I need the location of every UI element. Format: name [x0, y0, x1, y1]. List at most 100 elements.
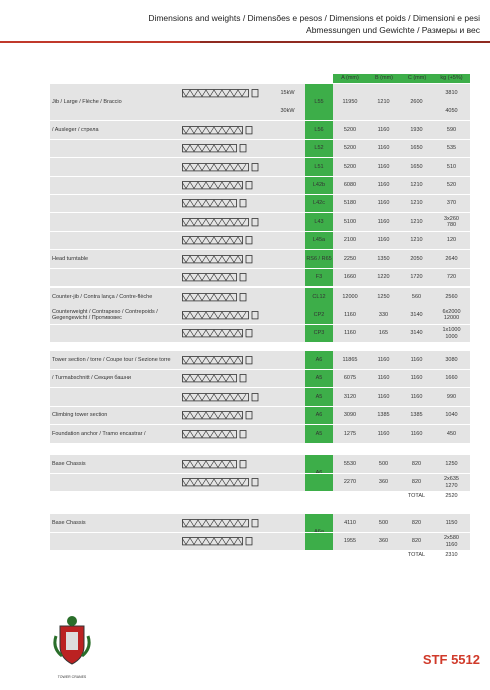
- row-label: Tower section / torre / Coupe tour / Sez…: [52, 357, 171, 364]
- cell-a: 11950: [342, 99, 358, 106]
- diagram: [182, 217, 259, 227]
- cell-line: 780: [446, 221, 457, 228]
- cell-line: 2560: [445, 294, 458, 301]
- diagram: [182, 356, 253, 365]
- cell-c: 1160: [410, 375, 423, 382]
- cell-a: 12000: [342, 294, 358, 301]
- cell-c: 1650: [410, 163, 423, 170]
- code-cell: A6: [305, 455, 333, 492]
- cell-a: 5100: [343, 218, 357, 225]
- cell-b: 165: [378, 330, 389, 337]
- cell-b: 1160: [377, 430, 390, 437]
- cell-c: 1385: [410, 412, 423, 419]
- diagram: [182, 374, 247, 383]
- cell-c: 1160: [410, 357, 423, 364]
- row-divider: [50, 267, 470, 269]
- row-label: Base Chassis: [52, 461, 86, 468]
- diagram: [182, 519, 259, 528]
- cell-kg: 1x1000 1000: [433, 324, 470, 342]
- group-band: [50, 306, 470, 343]
- cell-a: 11865: [342, 357, 358, 364]
- code-cell: A5: [315, 375, 323, 382]
- cell-line: 2x580: [444, 535, 459, 542]
- code-cell: A6a: [305, 514, 333, 551]
- row-divider: [50, 442, 470, 443]
- row-divider: [50, 157, 470, 158]
- cell-kg: 535: [433, 139, 470, 157]
- cell-a: 2270: [343, 479, 357, 486]
- cell-a: 1275: [343, 430, 357, 437]
- cell-line: 120: [446, 237, 457, 244]
- row-divider: [50, 230, 470, 232]
- cell-a: 1660: [343, 274, 357, 281]
- cell-b: 1160: [377, 393, 390, 400]
- cell-b: 1385: [377, 412, 390, 419]
- model-name: STF 5512: [422, 652, 480, 667]
- cell-line: 1150: [445, 520, 458, 527]
- cell-line: 510: [446, 163, 457, 170]
- cell-line: 1660: [445, 375, 458, 382]
- cell-c: 820: [411, 479, 422, 486]
- cell-line: 6x2000: [442, 308, 461, 315]
- row-label: Counter-jib / Contra lança / Contre-flèc…: [52, 294, 153, 301]
- row-divider: [50, 342, 470, 343]
- diagram: [182, 89, 259, 98]
- row-divider: [50, 138, 470, 140]
- row-divider: [50, 286, 470, 287]
- code-cell: L45a: [312, 237, 326, 244]
- cell-c: 3140: [410, 330, 423, 337]
- diagram: [182, 181, 253, 190]
- total-value: 2310: [445, 552, 458, 559]
- cell-kg: 590: [433, 121, 470, 139]
- power-cell: 30kW: [280, 108, 295, 115]
- diagram: [182, 273, 247, 282]
- code-cell: CP3: [313, 330, 325, 337]
- group-band: [50, 514, 470, 551]
- header-line: Abmessungen und Gewichte / Размеры и вес: [306, 25, 480, 35]
- cell-line: 520: [446, 182, 457, 189]
- code-column: [305, 84, 333, 250]
- row-label: Foundation anchor / Tramo encastrar /: [52, 430, 146, 437]
- cell-a: 1160: [344, 330, 356, 337]
- diagram: [182, 429, 247, 438]
- code-column: [305, 250, 333, 287]
- code-column: [305, 455, 333, 492]
- cell-c: 820: [411, 461, 422, 468]
- cell-c: 1210: [410, 182, 423, 189]
- cell-b: 1160: [377, 357, 390, 364]
- cell-b: 1160: [377, 145, 390, 152]
- cell-b: 1210: [377, 99, 390, 106]
- cell-line: 450: [446, 430, 457, 437]
- cell-kg: 2x635 1270: [433, 473, 470, 491]
- code-cell: L42b: [312, 182, 326, 189]
- header-rule: [200, 41, 490, 43]
- cell-c: 820: [411, 538, 422, 545]
- cell-c: 1720: [410, 274, 423, 281]
- cell-line: 370: [446, 200, 457, 207]
- row-divider: [50, 491, 470, 492]
- cell-line: 590: [446, 126, 457, 133]
- row-divider: [50, 472, 470, 474]
- group-band: [50, 250, 470, 287]
- cell-kg: 6x2000 12000: [433, 306, 470, 324]
- cell-kg: 510: [433, 158, 470, 176]
- cell-line: 535: [446, 145, 457, 152]
- cell-kg: 2640: [433, 250, 470, 268]
- row-divider: [50, 550, 470, 551]
- code-cell: A5: [315, 430, 323, 437]
- cell-b: 1160: [377, 375, 390, 382]
- code-cell: A5: [315, 393, 323, 400]
- code-cell: L56: [314, 126, 324, 133]
- cell-a: 5200: [343, 145, 357, 152]
- cell-c: 1930: [410, 126, 423, 133]
- cell-b: 1250: [377, 294, 390, 301]
- cell-a: 4110: [344, 520, 356, 527]
- cell-kg: 1150: [433, 514, 470, 532]
- code-cell: A6: [315, 412, 323, 419]
- cell-c: 2600: [410, 99, 423, 106]
- diagram: [182, 329, 253, 338]
- code-column: [305, 514, 333, 551]
- row-divider: [50, 175, 470, 176]
- cell-b: 1160: [377, 237, 390, 244]
- cell-line: 1040: [445, 412, 458, 419]
